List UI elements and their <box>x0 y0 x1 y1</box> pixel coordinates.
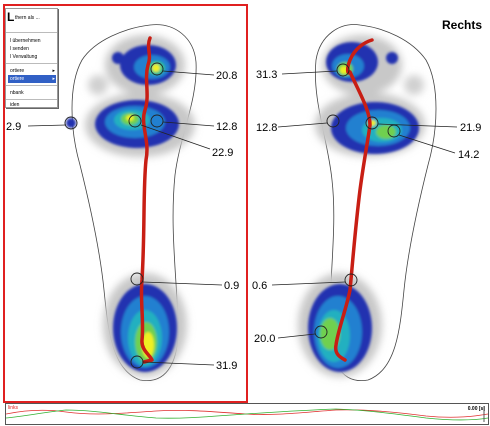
left-leaders <box>27 70 223 366</box>
side-label-right: Rechts <box>441 18 482 32</box>
right-foot-panel[interactable]: 31.3 12.8 21.9 14.2 0.6 20.0 <box>252 24 481 382</box>
menu-item-ortiere-2[interactable]: ortiere ▸ <box>8 75 56 83</box>
right-label-6: 20.0 <box>254 333 275 345</box>
left-cop-trace <box>139 36 154 364</box>
menu-item-label: ortiere <box>10 76 25 82</box>
menu-title-sub[interactable]: thern als ... <box>15 15 40 21</box>
right-cop-trace <box>333 38 374 362</box>
left-label-1: 20.8 <box>216 70 237 82</box>
menu-item-label: l übernehmen <box>10 38 41 44</box>
menu-item-label: l Verwaltung <box>10 54 38 60</box>
right-measure-points <box>314 63 401 339</box>
timeline-panel[interactable]: links 0.00 [s] <box>5 403 489 425</box>
menu-item-ortiere-1[interactable]: ortiere ▸ <box>8 67 56 75</box>
menu-item-iden[interactable]: iden <box>8 101 56 109</box>
right-label-3: 21.9 <box>460 122 481 134</box>
left-label-4: 22.9 <box>212 147 233 159</box>
left-label-5: 0.9 <box>224 280 239 292</box>
menu-separator <box>6 63 57 64</box>
menu-item-nbank[interactable]: nbank <box>8 89 56 97</box>
menu-separator <box>6 32 57 33</box>
timeline-time: 0.00 [s] <box>467 406 485 412</box>
menu-separator <box>6 99 57 100</box>
menu-item-label: ortiere <box>10 68 25 74</box>
right-label-5: 0.6 <box>252 280 267 292</box>
menu-item-label: iden <box>10 102 20 108</box>
right-label-2: 12.8 <box>256 122 277 134</box>
selection-frame <box>3 4 248 403</box>
timeline-label: links <box>8 405 19 411</box>
left-label-3: 12.8 <box>216 121 237 133</box>
left-measure-points <box>64 62 164 369</box>
left-pressure-map <box>66 45 179 372</box>
menu-item-label: l senden <box>10 46 29 52</box>
left-foot-panel[interactable]: 20.8 2.9 12.8 22.9 0.9 31.9 <box>6 24 239 382</box>
left-label-2: 2.9 <box>6 121 21 133</box>
left-label-6: 31.9 <box>216 360 237 372</box>
menu-title: L <box>7 10 15 24</box>
context-menu[interactable]: L thern als ... l übernehmen l senden l … <box>5 8 58 108</box>
timeline-graph <box>6 406 488 422</box>
right-label-4: 14.2 <box>458 149 479 161</box>
right-label-1: 31.3 <box>256 69 277 81</box>
right-leaders <box>271 70 458 339</box>
submenu-arrow-icon: ▸ <box>52 76 55 82</box>
menu-separator <box>6 85 57 86</box>
menu-item-verwaltung[interactable]: l Verwaltung <box>8 53 56 61</box>
timeline-series-b <box>6 408 488 421</box>
menu-item-label: nbank <box>10 90 24 96</box>
menu-item-uebernehmen[interactable]: l übernehmen <box>8 37 56 45</box>
submenu-arrow-icon: ▸ <box>52 68 55 74</box>
menu-item-senden[interactable]: l senden <box>8 45 56 53</box>
